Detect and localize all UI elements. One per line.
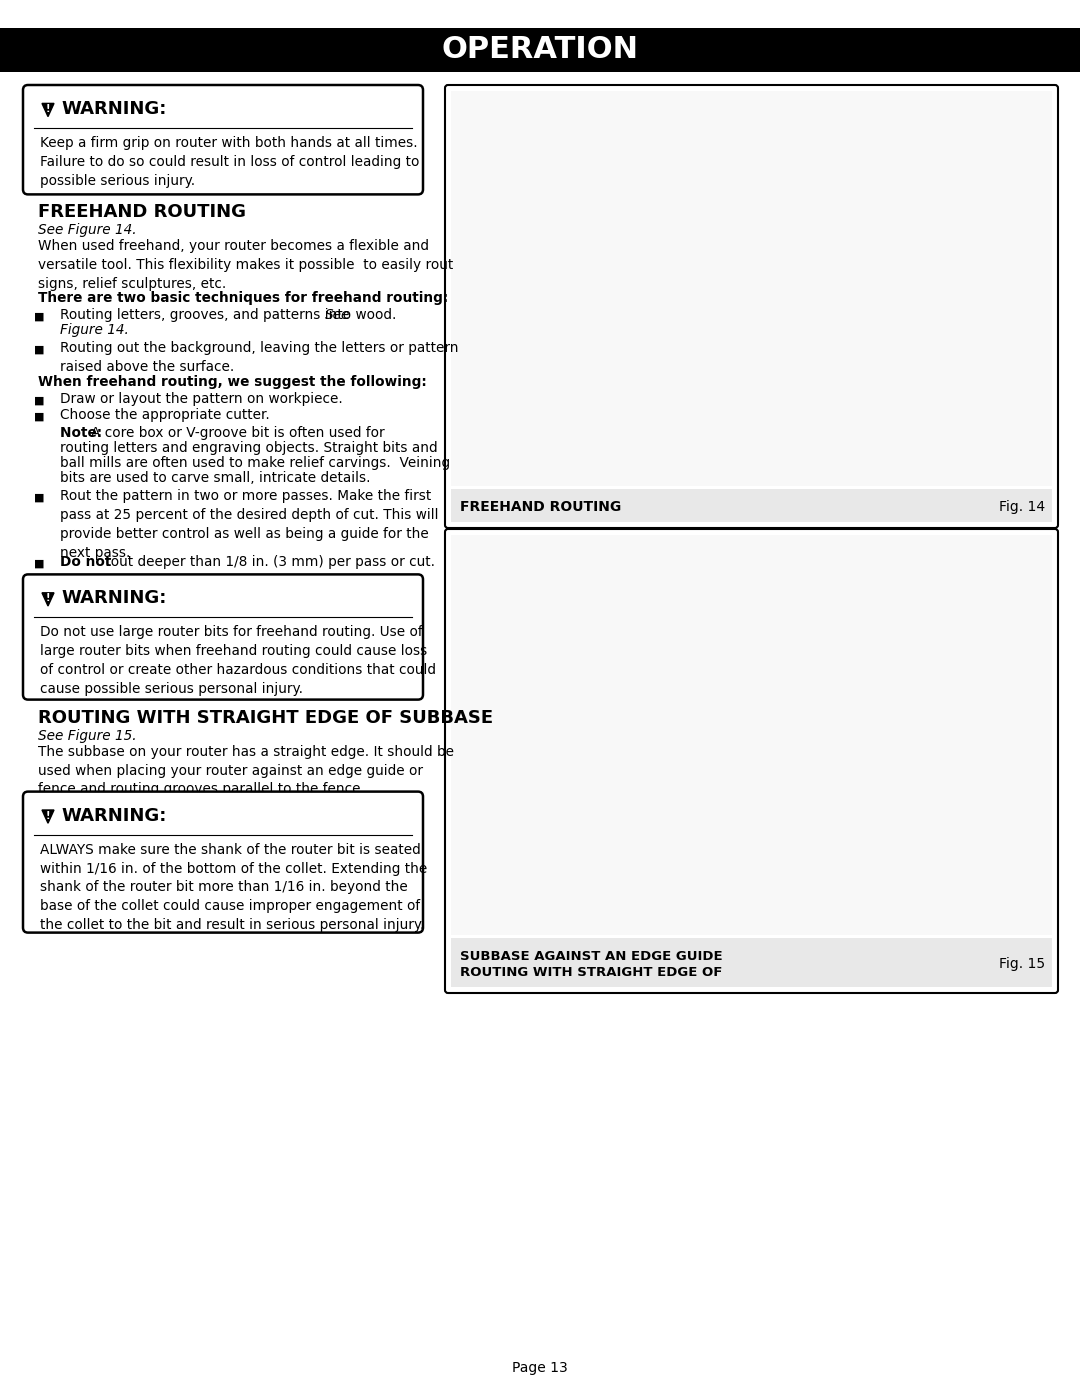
Text: OPERATION: OPERATION bbox=[442, 35, 638, 64]
Text: See: See bbox=[325, 309, 350, 323]
Text: !: ! bbox=[45, 810, 51, 820]
FancyBboxPatch shape bbox=[445, 85, 1058, 528]
Text: Do not use large router bits for freehand routing. Use of
large router bits when: Do not use large router bits for freehan… bbox=[40, 626, 436, 696]
Text: WARNING:: WARNING: bbox=[60, 806, 166, 824]
Text: rout deeper than 1/8 in. (3 mm) per pass or cut.: rout deeper than 1/8 in. (3 mm) per pass… bbox=[102, 556, 435, 570]
Text: ■: ■ bbox=[33, 559, 44, 569]
Text: ■: ■ bbox=[33, 395, 44, 405]
Text: ■: ■ bbox=[33, 345, 44, 355]
Text: Rout the pattern in two or more passes. Make the first
pass at 25 percent of the: Rout the pattern in two or more passes. … bbox=[60, 489, 438, 560]
Text: When freehand routing, we suggest the following:: When freehand routing, we suggest the fo… bbox=[38, 376, 427, 390]
Text: ■: ■ bbox=[33, 411, 44, 422]
Text: Routing out the background, leaving the letters or pattern
raised above the surf: Routing out the background, leaving the … bbox=[60, 341, 459, 374]
FancyBboxPatch shape bbox=[23, 574, 423, 700]
Text: Choose the appropriate cutter.: Choose the appropriate cutter. bbox=[60, 408, 270, 422]
FancyBboxPatch shape bbox=[23, 792, 423, 933]
Bar bbox=[451, 535, 1052, 935]
Text: ■: ■ bbox=[33, 492, 44, 503]
Text: See Figure 14.: See Figure 14. bbox=[38, 224, 137, 237]
FancyBboxPatch shape bbox=[23, 85, 423, 194]
Text: ROUTING WITH STRAIGHT EDGE OF SUBBASE: ROUTING WITH STRAIGHT EDGE OF SUBBASE bbox=[38, 708, 494, 726]
Text: When used freehand, your router becomes a flexible and
versatile tool. This flex: When used freehand, your router becomes … bbox=[38, 239, 454, 292]
Text: ■: ■ bbox=[33, 312, 44, 321]
Text: FREEHAND ROUTING: FREEHAND ROUTING bbox=[460, 500, 621, 514]
Text: Figure 14.: Figure 14. bbox=[60, 323, 129, 338]
Text: See Figure 15.: See Figure 15. bbox=[38, 729, 137, 743]
Text: ball mills are often used to make relief carvings.  Veining: ball mills are often used to make relief… bbox=[60, 457, 450, 471]
Text: !: ! bbox=[45, 594, 51, 604]
Text: Do not: Do not bbox=[60, 556, 111, 570]
Text: Page 13: Page 13 bbox=[512, 1361, 568, 1375]
Text: Draw or layout the pattern on workpiece.: Draw or layout the pattern on workpiece. bbox=[60, 393, 342, 407]
Text: WARNING:: WARNING: bbox=[60, 101, 166, 117]
Polygon shape bbox=[42, 810, 54, 823]
Text: WARNING:: WARNING: bbox=[60, 590, 166, 608]
Text: Note:: Note: bbox=[60, 426, 107, 440]
Bar bbox=[451, 937, 1052, 988]
Text: bits are used to carve small, intricate details.: bits are used to carve small, intricate … bbox=[60, 471, 370, 485]
Text: There are two basic techniques for freehand routing:: There are two basic techniques for freeh… bbox=[38, 292, 448, 306]
Text: ROUTING WITH STRAIGHT EDGE OF: ROUTING WITH STRAIGHT EDGE OF bbox=[460, 965, 723, 978]
Text: Fig. 15: Fig. 15 bbox=[999, 957, 1045, 971]
Text: !: ! bbox=[45, 103, 51, 115]
Text: routing letters and engraving objects. Straight bits and: routing letters and engraving objects. S… bbox=[60, 441, 437, 455]
Polygon shape bbox=[42, 103, 54, 116]
Text: ALWAYS make sure the shank of the router bit is seated
within 1/16 in. of the bo: ALWAYS make sure the shank of the router… bbox=[40, 842, 428, 932]
Polygon shape bbox=[42, 592, 54, 606]
Text: Fig. 14: Fig. 14 bbox=[999, 500, 1045, 514]
FancyBboxPatch shape bbox=[445, 529, 1058, 993]
Text: The subbase on your router has a straight edge. It should be
used when placing y: The subbase on your router has a straigh… bbox=[38, 745, 454, 796]
Bar bbox=[451, 91, 1052, 486]
Bar bbox=[0, 28, 1080, 73]
Text: A core box or V-groove bit is often used for: A core box or V-groove bit is often used… bbox=[91, 426, 384, 440]
Text: Keep a firm grip on router with both hands at all times.
Failure to do so could : Keep a firm grip on router with both han… bbox=[40, 136, 419, 189]
Text: FREEHAND ROUTING: FREEHAND ROUTING bbox=[38, 204, 246, 221]
Text: Routing letters, grooves, and patterns into wood.: Routing letters, grooves, and patterns i… bbox=[60, 309, 401, 323]
Text: SUBBASE AGAINST AN EDGE GUIDE: SUBBASE AGAINST AN EDGE GUIDE bbox=[460, 950, 723, 963]
Bar bbox=[451, 489, 1052, 522]
